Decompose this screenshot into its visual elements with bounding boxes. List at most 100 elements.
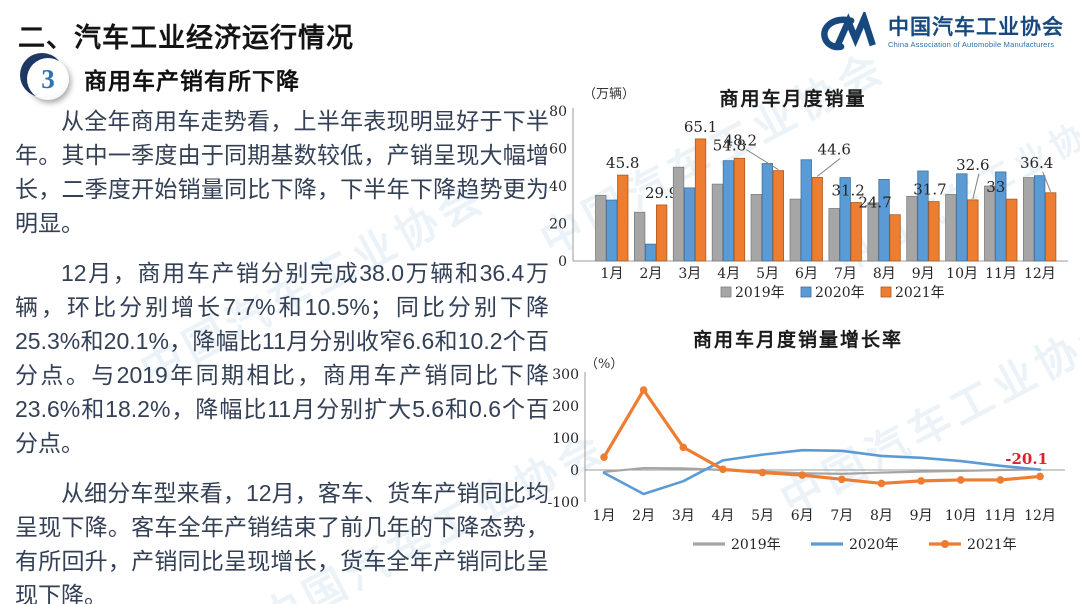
marker: [639, 386, 648, 394]
bar-2019年: [789, 198, 801, 262]
x-tick: 10月: [945, 508, 977, 524]
legend-label: 2020年: [815, 285, 865, 301]
bar-2019年: [984, 185, 996, 262]
bar-data-label: 29.9: [645, 184, 678, 202]
line-chart-unit: （%）: [585, 357, 623, 372]
bar-2019年: [945, 194, 957, 262]
bar-2019年: [634, 211, 646, 262]
marker: [758, 468, 767, 477]
bar-data-label: 32.6: [956, 156, 989, 174]
y-tick: -100: [548, 495, 579, 511]
annotation-value: -20.1: [1005, 450, 1048, 468]
bar-2021年: [889, 214, 901, 262]
section-number: 3: [41, 63, 55, 94]
x-tick: 11月: [984, 508, 1016, 524]
section-badge: 3: [27, 58, 69, 100]
legend-marker: [941, 540, 949, 548]
x-tick: 6月: [795, 266, 818, 282]
label-leader: [746, 149, 779, 171]
y-tick: 0: [570, 463, 579, 479]
bar-data-label: 44.6: [818, 140, 851, 158]
line-chart-svg: 商用车月度销量增长率 （%） -100 0 100 200 300 1月 2月 3月 4月 5月 6月 7…: [548, 328, 1065, 553]
x-tick: 9月: [912, 266, 935, 282]
cm-logo-icon: [821, 12, 876, 51]
bar-data-label: 36.4: [1020, 154, 1053, 172]
label-leader: [1042, 171, 1052, 192]
marker: [1036, 472, 1044, 481]
bar-2020年: [606, 199, 618, 262]
bar-2019年: [750, 194, 763, 262]
bar-chart-svg: 商用车月度销量 （万辆） 0 20 40 60 80 1月 45.8 2月 29.9 3月 65.1 4月…: [549, 87, 1068, 301]
bar-data-label: 65.1: [684, 118, 717, 136]
body-text: 从全年商用车走势看，上半年表现明显好于下半年。其中一季度由于同期基数较低，产销呈…: [15, 104, 549, 604]
bar-chart: 商用车月度销量 （万辆） 0 20 40 60 80 1月 45.8 2月 29.9 3月 65.1 4月…: [543, 78, 1080, 314]
x-tick: 7月: [830, 508, 853, 524]
x-tick: 2月: [639, 266, 662, 282]
bar-data-label: 24.7: [858, 194, 891, 212]
bar-2021年: [694, 138, 707, 262]
bar-2021年: [1006, 198, 1018, 262]
marker: [838, 475, 846, 484]
paragraph-3: 从细分车型来看，12月，客车、货车产销同比均呈现下降。客车全年产销结束了前几年的…: [15, 480, 549, 604]
x-tick: 4月: [717, 266, 740, 282]
bar-2021年: [811, 176, 823, 262]
x-tick: 5月: [756, 266, 779, 282]
legend-label: 2021年: [967, 537, 1017, 553]
bar-2019年: [1022, 177, 1035, 262]
line-chart: 商用车月度销量增长率 （%） -100 0 100 200 300 1月 2月 3月 4月 5月 6月 7…: [543, 320, 1080, 586]
x-tick: 3月: [672, 508, 695, 524]
marker: [600, 453, 608, 461]
y-tick: 300: [552, 367, 579, 383]
x-tick: 2月: [632, 508, 655, 524]
bar-2021年: [967, 199, 979, 262]
bar-2020年: [645, 243, 657, 262]
legend-label: 2019年: [731, 537, 781, 553]
bar-2020年: [1033, 175, 1046, 262]
bar-2019年: [595, 194, 607, 262]
x-tick: 4月: [711, 508, 734, 524]
legend-swatch: [880, 286, 892, 298]
x-tick: 7月: [834, 266, 857, 282]
bar-2020年: [878, 179, 890, 262]
section-title: 商用车产销有所下降: [84, 68, 300, 94]
line-2020年: [602, 448, 1042, 496]
bar-2020年: [956, 173, 968, 262]
y-tick: 60: [549, 142, 567, 158]
legend-label: 2019年: [735, 285, 785, 301]
y-tick: 0: [558, 254, 567, 270]
x-tick: 12月: [1024, 508, 1056, 524]
marker: [719, 465, 727, 474]
line-2021年: [602, 388, 1042, 486]
label-leader: [816, 157, 841, 177]
bar-2021年: [772, 170, 785, 262]
bar-data-label: 45.8: [606, 154, 639, 172]
bar-chart-unit: （万辆）: [583, 87, 635, 102]
y-tick: 80: [549, 104, 567, 120]
marker: [798, 471, 806, 479]
x-tick: 5月: [751, 508, 774, 524]
bar-data-label: 33: [986, 178, 1005, 196]
label-leader: [972, 173, 980, 199]
bar-chart-title: 商用车月度销量: [719, 87, 866, 110]
x-tick: 1月: [593, 508, 616, 524]
y-tick: 20: [549, 217, 567, 233]
y-tick: 200: [552, 399, 579, 415]
page-title: 二、汽车工业经济运行情况: [18, 23, 354, 53]
legend-swatch: [720, 286, 732, 298]
x-tick: 3月: [678, 266, 701, 282]
legend-label: 2021年: [895, 285, 945, 301]
logo-name-en: China Association of Automobile Manufact…: [888, 40, 1055, 50]
bar-2021年: [656, 204, 668, 262]
logo-name-cn: 中国汽车工业协会: [888, 16, 1064, 40]
bar-2019年: [672, 166, 685, 262]
bar-2020年: [683, 187, 696, 262]
bar-data-label: 31.7: [913, 181, 946, 199]
bar-2020年: [722, 160, 735, 262]
x-tick: 1月: [601, 266, 624, 282]
bar-2021年: [928, 201, 940, 262]
marker: [877, 479, 886, 488]
marker: [956, 476, 965, 484]
bar-2019年: [867, 202, 879, 262]
bar-2019年: [828, 208, 840, 262]
line-chart-title: 商用车月度销量增长率: [693, 328, 903, 351]
